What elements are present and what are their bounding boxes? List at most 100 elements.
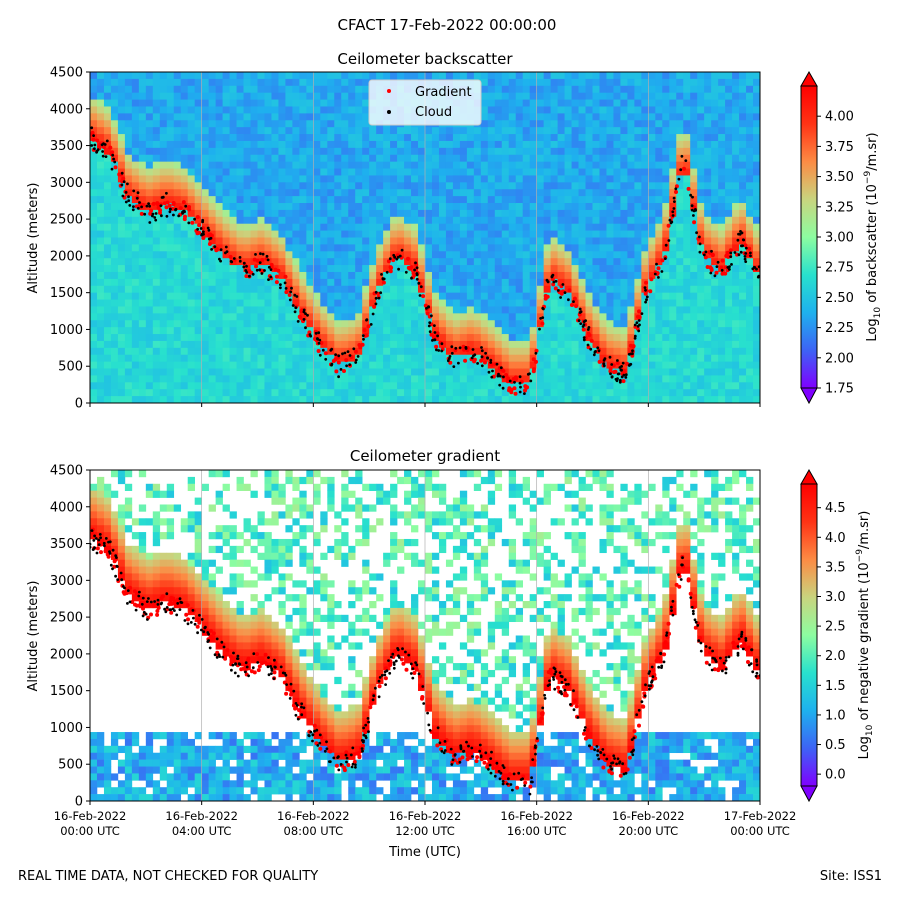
heatmap-cell <box>438 209 447 218</box>
heatmap-cell <box>236 237 244 245</box>
heatmap-cell <box>334 106 342 114</box>
gradient-marker <box>511 377 516 381</box>
heatmap-cell <box>187 313 195 321</box>
heatmap-cell <box>145 168 154 176</box>
heatmap-cell <box>404 354 412 362</box>
heatmap-cell <box>487 92 496 100</box>
heatmap-cell <box>676 347 684 356</box>
heatmap-cell <box>250 306 258 314</box>
heatmap-cell <box>739 320 747 328</box>
heatmap-cell <box>299 209 307 218</box>
heatmap-cell <box>208 389 216 397</box>
heatmap-cell <box>676 230 684 238</box>
heatmap-cell <box>508 85 517 93</box>
heatmap-cell <box>508 168 517 176</box>
heatmap-cell <box>676 278 684 287</box>
heatmap-cell <box>641 147 649 156</box>
heatmap-cell <box>578 168 586 176</box>
heatmap-cell <box>522 354 530 362</box>
heatmap-cell <box>592 354 600 362</box>
heatmap-cell <box>564 340 572 349</box>
heatmap-cell <box>215 347 223 356</box>
heatmap-cell <box>718 354 726 362</box>
heatmap-cell <box>508 278 517 287</box>
heatmap-cell <box>522 368 530 376</box>
heatmap-cell <box>201 106 209 114</box>
heatmap-cell <box>487 354 496 362</box>
heatmap-cell <box>739 72 747 80</box>
heatmap-cell <box>208 203 216 211</box>
gradient-marker <box>656 266 661 271</box>
heatmap-cell <box>397 223 405 231</box>
heatmap-cell <box>180 134 189 142</box>
heatmap-cell <box>592 265 600 273</box>
heatmap-cell <box>655 368 663 376</box>
heatmap-cell <box>313 99 321 107</box>
gradient-marker <box>643 291 648 296</box>
heatmap-cell <box>131 327 140 335</box>
heatmap-cell <box>348 327 356 335</box>
heatmap-cell <box>215 230 223 238</box>
heatmap-cell <box>236 320 244 328</box>
heatmap-cell <box>110 78 119 87</box>
heatmap-cell <box>159 251 168 259</box>
heatmap-cell <box>585 334 593 342</box>
heatmap-cell <box>585 154 593 162</box>
heatmap-cell <box>711 354 719 362</box>
heatmap-cell <box>103 368 112 376</box>
heatmap-cell <box>508 382 517 390</box>
heatmap-cell <box>159 113 168 121</box>
heatmap-cell <box>746 396 754 403</box>
heatmap-cell <box>515 140 524 149</box>
heatmap-cell <box>159 361 168 369</box>
heatmap-cell <box>180 334 189 342</box>
cloud-marker <box>448 355 452 358</box>
heatmap-cell <box>278 175 286 183</box>
gradient-marker <box>589 338 594 343</box>
heatmap-cell <box>264 154 272 162</box>
heatmap-cell <box>187 265 195 273</box>
heatmap-cell <box>753 134 760 142</box>
heatmap-cell <box>376 306 384 314</box>
heatmap-cell <box>264 244 272 252</box>
heatmap-cell <box>746 340 754 349</box>
heatmap-cell <box>662 258 670 266</box>
heatmap-cell <box>236 216 244 225</box>
heatmap-cell <box>299 382 307 390</box>
heatmap-cell <box>138 134 147 142</box>
heatmap-cell <box>124 354 133 362</box>
heatmap-cell <box>592 209 600 218</box>
heatmap-cell <box>418 278 426 287</box>
heatmap-cell <box>152 361 161 369</box>
heatmap-cell <box>550 203 558 211</box>
heatmap-cell <box>466 127 475 135</box>
heatmap-cell <box>480 140 489 149</box>
heatmap-cell <box>397 313 405 321</box>
heatmap-cell <box>264 175 272 183</box>
heatmap-cell <box>229 375 237 383</box>
heatmap-cell <box>599 292 607 300</box>
heatmap-cell <box>320 99 328 107</box>
heatmap-cell <box>529 340 537 349</box>
heatmap-cell <box>152 154 161 162</box>
heatmap-cell <box>550 244 558 252</box>
heatmap-cell <box>278 334 286 342</box>
heatmap-cell <box>746 92 754 100</box>
heatmap-cell <box>194 85 202 93</box>
cloud-marker <box>291 304 295 307</box>
heatmap-cell <box>173 313 182 321</box>
heatmap-cell <box>90 78 98 87</box>
heatmap-cell <box>711 347 719 356</box>
heatmap-cell <box>578 389 586 397</box>
heatmap-cell <box>201 120 209 128</box>
heatmap-cell <box>725 175 733 183</box>
heatmap-cell <box>578 368 586 376</box>
heatmap-cell <box>285 99 293 107</box>
heatmap-cell <box>124 361 133 369</box>
heatmap-cell <box>397 299 405 307</box>
heatmap-cell <box>243 168 251 176</box>
heatmap-cell <box>257 154 265 162</box>
heatmap-cell <box>285 161 293 169</box>
heatmap-cell <box>606 306 614 314</box>
heatmap-cell <box>690 340 698 349</box>
